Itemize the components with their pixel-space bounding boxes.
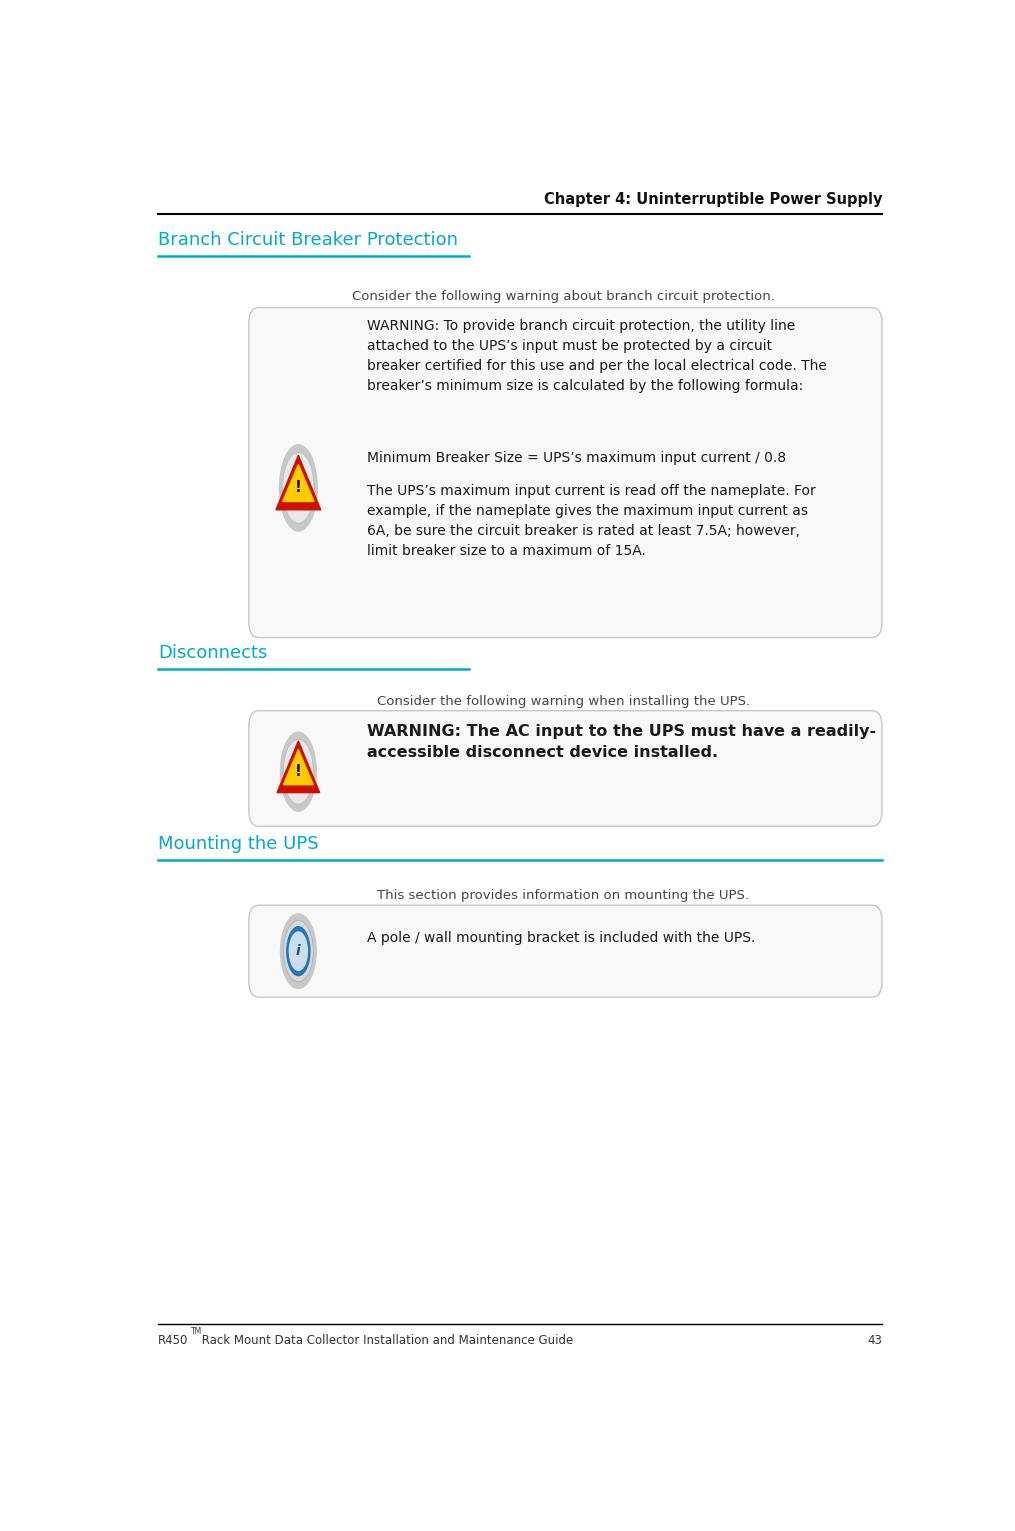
Text: Mounting the UPS: Mounting the UPS [158, 836, 319, 853]
Ellipse shape [281, 733, 316, 810]
Ellipse shape [282, 452, 315, 524]
Polygon shape [283, 464, 314, 502]
Ellipse shape [280, 914, 317, 987]
Ellipse shape [281, 449, 316, 527]
Ellipse shape [282, 450, 315, 525]
Ellipse shape [282, 738, 315, 805]
Ellipse shape [280, 446, 317, 530]
Ellipse shape [281, 735, 316, 808]
Text: R450: R450 [158, 1335, 189, 1347]
Ellipse shape [280, 447, 317, 528]
Ellipse shape [282, 919, 315, 984]
Ellipse shape [283, 739, 314, 804]
Text: A pole / wall mounting bracket is included with the UPS.: A pole / wall mounting bracket is includ… [366, 931, 755, 945]
FancyBboxPatch shape [249, 710, 882, 827]
Ellipse shape [280, 732, 317, 811]
Ellipse shape [281, 735, 315, 808]
Text: The UPS’s maximum input current is read off the nameplate. For
example, if the n: The UPS’s maximum input current is read … [366, 484, 815, 559]
Ellipse shape [282, 453, 314, 524]
Text: This section provides information on mounting the UPS.: This section provides information on mou… [378, 888, 749, 902]
Ellipse shape [283, 738, 314, 805]
Ellipse shape [281, 917, 315, 986]
Ellipse shape [283, 919, 314, 983]
Ellipse shape [281, 916, 316, 986]
Ellipse shape [280, 732, 317, 811]
Text: Consider the following warning when installing the UPS.: Consider the following warning when inst… [377, 695, 750, 709]
FancyBboxPatch shape [249, 308, 882, 637]
Text: !: ! [295, 481, 301, 496]
Ellipse shape [283, 920, 314, 981]
Text: WARNING: The AC input to the UPS must have a readily-
accessible disconnect devi: WARNING: The AC input to the UPS must ha… [366, 724, 876, 761]
Polygon shape [277, 741, 320, 793]
Text: Minimum Breaker Size = UPS’s maximum input current / 0.8: Minimum Breaker Size = UPS’s maximum inp… [366, 452, 786, 465]
Text: Branch Circuit Breaker Protection: Branch Circuit Breaker Protection [158, 231, 459, 248]
Ellipse shape [288, 931, 309, 971]
Text: i: i [296, 945, 300, 958]
Text: Chapter 4: Uninterruptible Power Supply: Chapter 4: Uninterruptible Power Supply [544, 193, 882, 207]
Text: WARNING: To provide branch circuit protection, the utility line
attached to the : WARNING: To provide branch circuit prote… [366, 320, 826, 393]
Ellipse shape [286, 926, 311, 977]
Ellipse shape [281, 449, 316, 528]
Ellipse shape [279, 446, 318, 531]
Text: Disconnects: Disconnects [158, 645, 268, 663]
Text: Rack Mount Data Collector Installation and Maintenance Guide: Rack Mount Data Collector Installation a… [198, 1335, 572, 1347]
Text: Consider the following warning about branch circuit protection.: Consider the following warning about bra… [352, 289, 774, 303]
Ellipse shape [282, 736, 315, 807]
Polygon shape [283, 750, 314, 785]
Text: !: ! [295, 764, 301, 779]
Text: TM: TM [192, 1327, 203, 1337]
Ellipse shape [280, 912, 317, 989]
Text: 43: 43 [867, 1335, 882, 1347]
FancyBboxPatch shape [249, 905, 882, 997]
Ellipse shape [279, 444, 318, 531]
Polygon shape [276, 455, 321, 510]
